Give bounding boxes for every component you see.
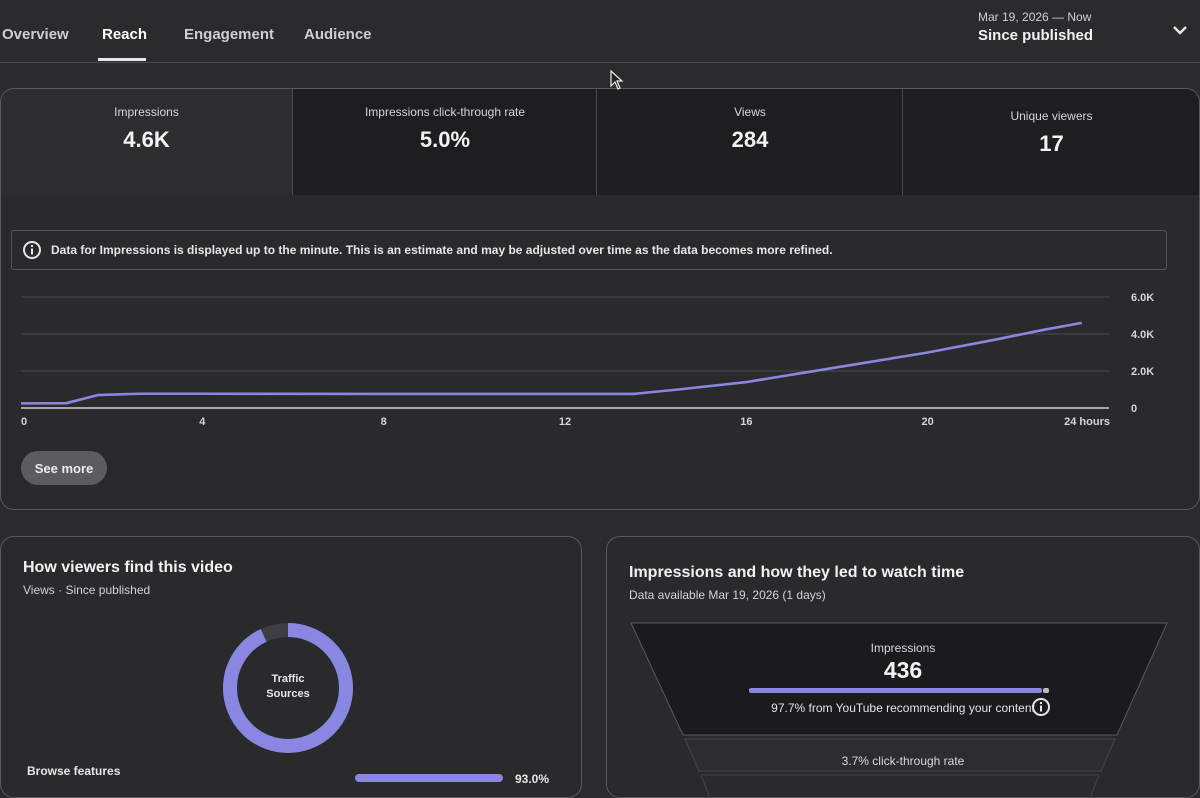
x-tick-label: 8 (381, 416, 387, 428)
info-icon (23, 241, 41, 259)
recommend-share-rest (1043, 688, 1049, 693)
x-tick-label: 0 (21, 416, 27, 428)
notice-text: Data for Impressions is displayed up to … (51, 243, 833, 257)
funnel-recommend-text: 97.7% from YouTube recommending your con… (771, 701, 1035, 715)
recommend-share-bar (749, 688, 1043, 693)
info-icon[interactable] (1031, 697, 1051, 717)
y-tick-label: 2.0K (1131, 366, 1154, 378)
tab-bar: Overview Reach Engagement Audience Mar 1… (0, 0, 1200, 63)
impressions-line-chart: 6.0K 4.0K 2.0K 0 0 4 8 12 16 20 24 hours (20, 292, 1154, 428)
impressions-funnel-card: Impressions and how they led to watch ti… (606, 536, 1200, 798)
date-range-selector[interactable]: Mar 19, 2026 — Now Since published (978, 10, 1093, 44)
y-tick-label: 6.0K (1131, 292, 1154, 304)
impressions-series-line (20, 321, 1083, 405)
funnel-impressions-value: 436 (883, 657, 923, 683)
metric-label: Views (734, 105, 766, 119)
data-notice: Data for Impressions is displayed up to … (11, 230, 1167, 270)
card-title: How viewers find this video (23, 559, 233, 576)
x-tick-label: 4 (199, 416, 206, 428)
card-title: Impressions and how they led to watch ti… (629, 564, 965, 581)
metric-value: 5.0% (419, 127, 471, 152)
x-tick-label: 12 (559, 416, 571, 428)
metric-label: Impressions (114, 105, 179, 119)
metric-value: 17 (1039, 131, 1064, 156)
chevron-down-icon[interactable] (1172, 22, 1188, 38)
tab-reach[interactable]: Reach (102, 26, 148, 43)
reach-overview-card: Impressions 4.6K Impressions click-throu… (0, 88, 1200, 510)
traffic-sources-donut[interactable]: Traffic Sources (221, 621, 355, 755)
tab-overview[interactable]: Overview (2, 26, 69, 43)
card-subtitle: Views · Since published (23, 583, 151, 597)
donut-label-sources: Sources (266, 688, 309, 700)
card-subtitle: Data available Mar 19, 2026 (1 days) (629, 588, 826, 602)
funnel-ctr-text: 3.7% click-through rate (841, 754, 965, 768)
metric-unique-viewers[interactable]: Unique viewers 17 (902, 89, 1199, 195)
y-tick-label: 4.0K (1131, 329, 1154, 341)
traffic-sources-card: How viewers find this video Views · Sinc… (0, 536, 582, 798)
active-tab-indicator (98, 58, 146, 61)
y-tick-label: 0 (1131, 403, 1137, 415)
tab-audience[interactable]: Audience (304, 26, 372, 43)
see-more-button[interactable]: See more (21, 451, 107, 485)
traffic-source-percent: 93.0% (515, 772, 550, 786)
metric-label: Unique viewers (1010, 109, 1093, 123)
donut-slice-browse-features (223, 623, 353, 753)
traffic-source-label: Browse features (27, 764, 121, 778)
tab-engagement[interactable]: Engagement (184, 26, 275, 43)
donut-label-traffic: Traffic (271, 673, 304, 685)
metric-label: Impressions click-through rate (364, 105, 526, 119)
date-range-dates: Mar 19, 2026 — Now (978, 10, 1092, 24)
funnel-next-stage (700, 774, 1100, 797)
metric-ctr[interactable]: Impressions click-through rate 5.0% (292, 89, 597, 195)
traffic-source-bar (355, 774, 503, 782)
funnel-impressions-label: Impressions (870, 641, 936, 655)
metric-value: 4.6K (123, 127, 170, 152)
date-range-label: Since published (978, 27, 1094, 44)
x-tick-label: 16 (740, 416, 752, 428)
x-tick-label: 24 hours (1064, 416, 1110, 428)
funnel-ctr-stage (684, 738, 1116, 772)
metric-views[interactable]: Views 284 (596, 89, 903, 195)
metric-impressions[interactable]: Impressions 4.6K (1, 89, 292, 195)
x-tick-label: 20 (922, 416, 934, 428)
mouse-cursor-icon (610, 70, 624, 90)
metric-value: 284 (731, 127, 769, 152)
